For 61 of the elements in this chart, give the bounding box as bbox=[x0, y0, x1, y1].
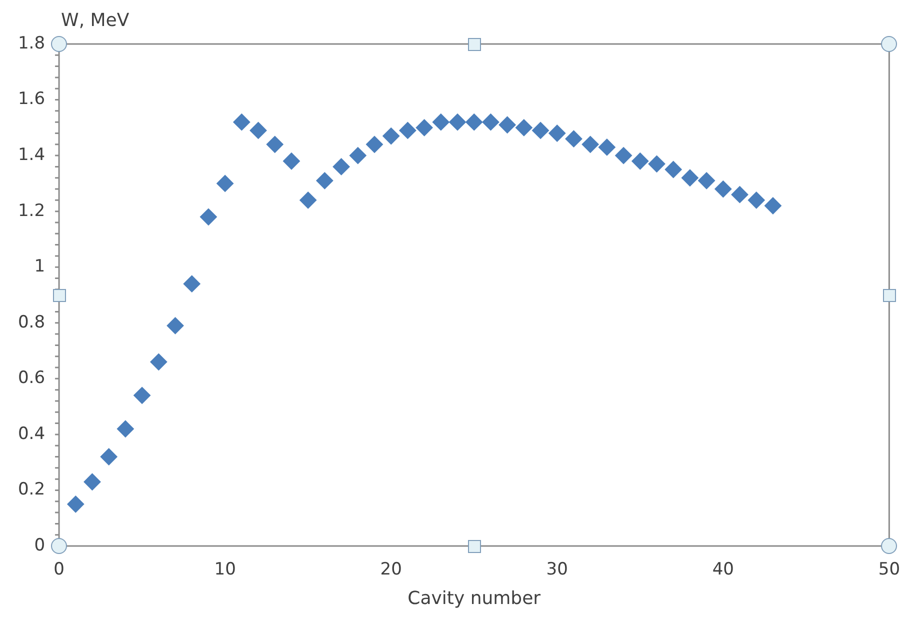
point bbox=[416, 119, 433, 136]
y-tick-label: 1.8 bbox=[18, 33, 46, 54]
x-tick-label: 0 bbox=[54, 560, 64, 580]
point bbox=[84, 473, 101, 490]
point bbox=[166, 317, 184, 334]
point bbox=[598, 138, 616, 156]
point bbox=[200, 208, 217, 226]
point bbox=[282, 152, 300, 170]
y-tick-label: 0.8 bbox=[18, 312, 46, 332]
x-tick-label: 50 bbox=[878, 560, 900, 580]
y-tick-label: 0.6 bbox=[18, 368, 46, 388]
point bbox=[216, 174, 234, 192]
point bbox=[664, 161, 682, 178]
y-tick-label: 0 bbox=[34, 535, 46, 556]
point bbox=[366, 136, 383, 153]
point bbox=[100, 448, 118, 466]
x-tick-label: 30 bbox=[546, 560, 568, 580]
point bbox=[698, 172, 716, 190]
point bbox=[582, 136, 599, 153]
point bbox=[250, 122, 267, 139]
point bbox=[67, 496, 84, 513]
point bbox=[681, 169, 698, 186]
y-tick-label: 1.2 bbox=[18, 200, 46, 221]
point bbox=[382, 128, 400, 145]
y-tick-label: 1.6 bbox=[18, 89, 46, 110]
point bbox=[399, 122, 416, 139]
point bbox=[714, 180, 732, 198]
x-tick-label: 40 bbox=[712, 560, 734, 580]
y-tick-label: 0.2 bbox=[18, 480, 46, 500]
point bbox=[498, 116, 516, 134]
point bbox=[648, 155, 666, 172]
point bbox=[332, 158, 350, 176]
point bbox=[432, 114, 450, 131]
point bbox=[482, 114, 500, 131]
point bbox=[183, 275, 200, 292]
x-tick-label: 20 bbox=[380, 560, 402, 580]
y-tick-label: 1.4 bbox=[18, 144, 46, 165]
point bbox=[632, 152, 649, 170]
point bbox=[615, 147, 632, 164]
point bbox=[731, 186, 748, 204]
point bbox=[548, 124, 566, 142]
point bbox=[565, 130, 582, 148]
point bbox=[266, 136, 284, 153]
x-axis-title: Cavity number bbox=[408, 588, 542, 609]
point bbox=[449, 114, 466, 131]
point bbox=[515, 119, 532, 136]
x-tick-label: 10 bbox=[214, 560, 236, 580]
point bbox=[150, 353, 168, 370]
y-axis-title: W, MeV bbox=[61, 10, 130, 31]
point bbox=[466, 114, 483, 131]
point bbox=[316, 172, 334, 190]
point bbox=[233, 114, 250, 131]
point bbox=[134, 386, 151, 404]
point bbox=[748, 192, 765, 209]
point bbox=[764, 197, 782, 214]
y-tick-label: 1 bbox=[34, 256, 46, 277]
point bbox=[116, 420, 134, 438]
point bbox=[300, 192, 317, 209]
y-tick-label: 0.4 bbox=[18, 424, 46, 444]
point bbox=[349, 147, 366, 164]
point bbox=[532, 122, 550, 139]
